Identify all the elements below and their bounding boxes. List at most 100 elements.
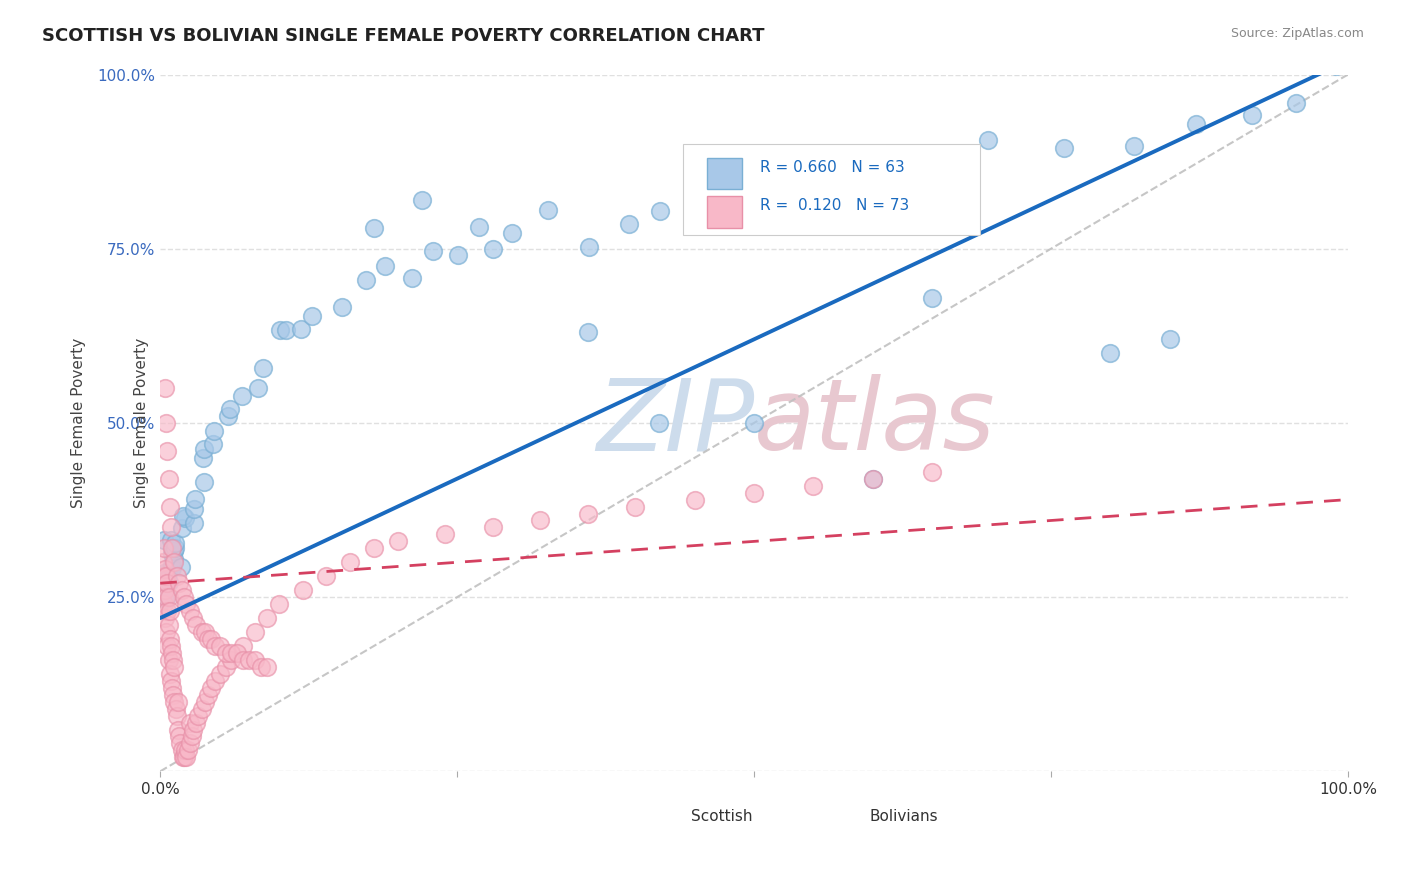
Point — [152, 555, 174, 569]
Point — [291, 583, 314, 598]
Point — [155, 416, 177, 430]
Point — [172, 750, 194, 764]
Point — [191, 701, 214, 715]
Point — [214, 646, 236, 660]
Point — [401, 270, 423, 285]
Point — [339, 555, 361, 569]
Point — [932, 165, 955, 179]
Point — [157, 590, 180, 604]
Point — [173, 511, 195, 525]
Point — [862, 472, 884, 486]
Point — [231, 389, 253, 403]
Point — [197, 688, 219, 702]
Point — [422, 244, 444, 258]
Point — [977, 133, 1000, 147]
Point — [648, 416, 671, 430]
Point — [250, 660, 273, 674]
Point — [160, 673, 183, 688]
Point — [194, 624, 217, 639]
Point — [208, 639, 231, 653]
Point — [468, 219, 491, 234]
Text: Scottish: Scottish — [692, 809, 752, 824]
Point — [157, 472, 180, 486]
Point — [179, 736, 201, 750]
Text: Bolivians: Bolivians — [869, 809, 938, 824]
Point — [201, 437, 224, 451]
Point — [226, 646, 249, 660]
Text: R = 0.660   N = 63: R = 0.660 N = 63 — [761, 160, 905, 175]
Point — [156, 573, 179, 587]
Point — [682, 189, 704, 203]
Point — [683, 492, 706, 507]
Point — [290, 322, 312, 336]
Point — [219, 402, 242, 417]
Point — [245, 653, 267, 667]
Point — [160, 547, 183, 561]
Point — [363, 220, 385, 235]
Point — [163, 660, 186, 674]
Point — [183, 723, 205, 737]
Point — [537, 202, 560, 217]
Point — [315, 569, 337, 583]
Point — [256, 660, 278, 674]
Point — [163, 695, 186, 709]
Point — [301, 310, 323, 324]
Point — [191, 624, 214, 639]
Point — [193, 442, 215, 456]
Point — [838, 171, 860, 186]
Point — [246, 381, 269, 395]
Point — [160, 558, 183, 573]
Point — [167, 730, 190, 744]
Text: ZIP: ZIP — [596, 375, 754, 472]
Point — [1324, 59, 1347, 73]
Point — [921, 291, 943, 305]
Point — [162, 653, 184, 667]
Point — [162, 688, 184, 702]
Point — [153, 381, 176, 395]
Point — [214, 660, 236, 674]
Point — [159, 666, 181, 681]
Point — [157, 574, 180, 589]
Point — [155, 569, 177, 583]
Point — [252, 360, 274, 375]
Point — [330, 300, 353, 314]
Point — [194, 695, 217, 709]
FancyBboxPatch shape — [654, 805, 679, 828]
Text: SCOTTISH VS BOLIVIAN SINGLE FEMALE POVERTY CORRELATION CHART: SCOTTISH VS BOLIVIAN SINGLE FEMALE POVER… — [42, 27, 765, 45]
Point — [576, 326, 599, 340]
Point — [755, 199, 778, 213]
Point — [411, 193, 433, 207]
Point — [157, 618, 180, 632]
Point — [204, 673, 226, 688]
Point — [159, 632, 181, 646]
Point — [167, 723, 190, 737]
Point — [363, 541, 385, 556]
Point — [159, 533, 181, 548]
Point — [1099, 346, 1122, 360]
Point — [179, 715, 201, 730]
Point — [208, 666, 231, 681]
Point — [167, 576, 190, 591]
Point — [862, 472, 884, 486]
Point — [160, 520, 183, 534]
Point — [165, 701, 187, 715]
Point — [163, 543, 186, 558]
Point — [1159, 332, 1181, 346]
Point — [156, 566, 179, 580]
Point — [170, 583, 193, 598]
Point — [153, 533, 176, 547]
Point — [202, 424, 225, 438]
Point — [232, 639, 254, 653]
Point — [1241, 108, 1264, 122]
FancyBboxPatch shape — [707, 158, 742, 189]
Point — [160, 681, 183, 695]
Point — [152, 569, 174, 583]
Point — [529, 513, 551, 527]
Point — [153, 562, 176, 576]
Text: R =  0.120   N = 73: R = 0.120 N = 73 — [761, 198, 910, 213]
Point — [434, 527, 457, 541]
Point — [173, 590, 195, 604]
Point — [183, 501, 205, 516]
Point — [176, 743, 198, 757]
Point — [481, 520, 503, 534]
